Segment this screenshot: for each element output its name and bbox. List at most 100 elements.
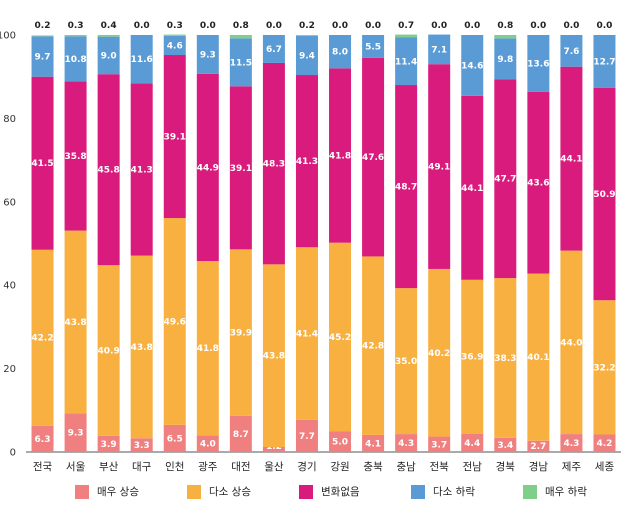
data-label: 43.8 (64, 318, 86, 328)
data-label: 0.0 (200, 21, 216, 31)
bar-segment (64, 35, 87, 37)
data-label: 2.7 (530, 442, 546, 452)
bar-segment (31, 425, 54, 452)
data-label: 40.2 (428, 349, 450, 359)
data-label: 6.7 (266, 45, 282, 55)
bar-segment (362, 256, 385, 435)
bar-segment (262, 35, 285, 63)
data-label: 4.0 (200, 440, 216, 450)
legend-label: 매우 하락 (545, 486, 587, 498)
x-tick-label: 경기 (297, 460, 316, 473)
legend-swatch (523, 484, 537, 499)
data-label: 0.4 (101, 21, 117, 31)
data-label: 48.7 (395, 183, 417, 193)
data-label: 7.6 (563, 47, 579, 57)
y-axis: 0 20 40 60 80 100 (0, 31, 621, 459)
bar-stack: 4.3 44.0 44.1 7.6 0.0 (560, 21, 583, 452)
data-label: 41.4 (296, 330, 318, 340)
data-label: 5.5 (365, 42, 381, 52)
data-label: 0.0 (563, 21, 579, 31)
x-tick-label: 부산 (99, 461, 119, 473)
bar-segment (130, 35, 153, 84)
data-label: 35.8 (64, 152, 86, 162)
bar-stack: 1.2 43.8 48.3 6.7 0.0 (263, 21, 285, 452)
bar-segment (461, 35, 484, 96)
x-tick-label: 전남 (463, 461, 483, 473)
bar-segment (163, 218, 186, 425)
data-label: 0.0 (266, 21, 282, 31)
data-label: 4.3 (398, 439, 414, 449)
legend-label: 다소 상승 (209, 486, 251, 498)
bar-segment (196, 435, 219, 452)
data-label: 44.1 (560, 155, 582, 165)
data-label: 4.3 (563, 439, 579, 449)
legend-label: 변화없음 (321, 486, 360, 498)
bar-segment (196, 261, 219, 436)
bar-stack: 3.7 40.2 49.1 7.1 0.0 (428, 21, 450, 452)
bar-segment (527, 440, 550, 452)
bar-segment (593, 87, 616, 301)
bar-stack: 4.2 32.2 50.9 12.7 0.0 (593, 21, 616, 452)
data-label: 6.3 (35, 435, 51, 445)
data-label: 4.2 (596, 439, 612, 449)
data-label: 40.9 (98, 346, 120, 356)
bar-segment (428, 34, 451, 65)
x-tick-label: 대구 (132, 461, 152, 473)
data-label: 41.8 (329, 152, 351, 162)
x-tick-label: 전북 (430, 461, 450, 473)
legend-item: 다소 상승 (187, 484, 251, 499)
data-label: 3.3 (134, 441, 150, 451)
x-tick-label: 서울 (66, 461, 86, 473)
data-label: 6.5 (167, 434, 183, 444)
bar-segment (163, 35, 186, 56)
bar-segment (262, 264, 285, 447)
bar-segment (560, 434, 583, 452)
bar-segment (395, 37, 418, 86)
data-label: 41.3 (131, 165, 153, 175)
x-tick-label: 세종 (595, 461, 615, 473)
bar-segment (130, 83, 153, 256)
bar-segment (229, 249, 252, 416)
x-tick-label: 경북 (496, 460, 516, 473)
bar-segment (329, 35, 352, 69)
bar-segment (196, 73, 219, 262)
x-tick-label: 충남 (396, 461, 416, 473)
bar-segment (461, 279, 484, 434)
y-tick-label: 60 (3, 197, 16, 208)
bar-segment (31, 36, 54, 77)
data-label: 49.1 (428, 163, 450, 173)
bar-segment (461, 433, 484, 452)
bar-segment (229, 38, 252, 87)
data-label: 43.8 (263, 352, 285, 362)
bar-segment (196, 35, 219, 74)
data-label: 8.0 (332, 48, 348, 58)
bar-segment (97, 36, 120, 75)
bar-segment (97, 265, 120, 436)
legend-label: 매우 상승 (97, 486, 139, 498)
data-label: 39.1 (164, 133, 186, 143)
bar-segment (163, 34, 186, 36)
bar-stack: 6.5 49.6 39.1 4.6 0.3 (164, 21, 186, 452)
bar-segment (428, 64, 451, 269)
bar-segment (295, 419, 318, 452)
data-label: 35.0 (395, 357, 417, 367)
bar-segment (362, 434, 385, 452)
bar-stack: 5.0 45.2 41.8 8.0 0.0 (329, 21, 351, 452)
legend-swatch (411, 484, 425, 499)
bar-stack: 4.1 42.8 47.6 5.5 0.0 (362, 21, 384, 452)
bar-stack: 3.4 38.3 47.7 9.8 0.8 (494, 21, 516, 452)
bar-segment (97, 435, 120, 452)
bar-segment (362, 57, 385, 257)
data-label: 11.5 (230, 58, 252, 68)
y-tick-label: 40 (3, 281, 16, 292)
legend-swatch (299, 484, 313, 499)
data-label: 0.2 (299, 21, 315, 31)
bar-segment (593, 300, 616, 435)
data-label: 5.0 (332, 438, 348, 448)
bar-segment (229, 86, 252, 250)
data-label: 3.9 (101, 440, 117, 450)
bar-stack: 4.3 35.0 48.7 11.4 0.7 (395, 21, 417, 452)
data-label: 0.0 (332, 21, 348, 31)
legend-swatch (187, 484, 201, 499)
data-label: 41.5 (31, 159, 53, 169)
